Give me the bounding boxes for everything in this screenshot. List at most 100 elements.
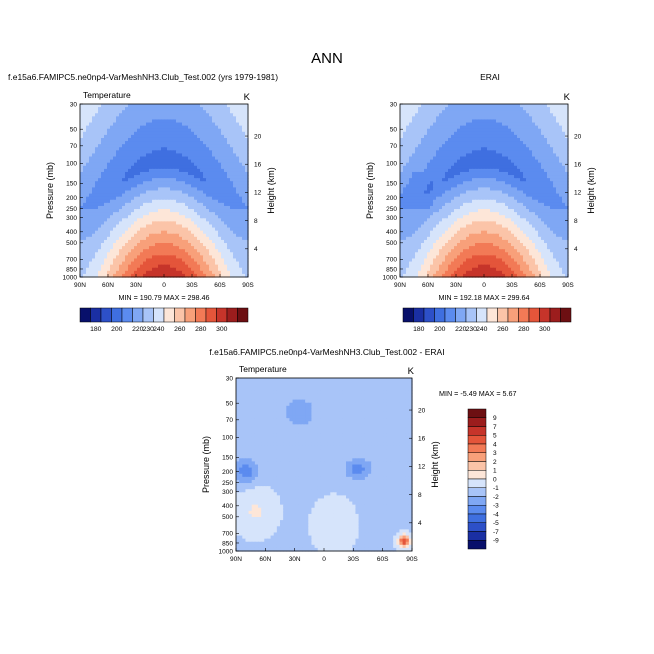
contour-cell — [499, 128, 503, 133]
contour-cell — [493, 147, 497, 151]
contour-cell — [107, 104, 111, 108]
contour-cell — [110, 131, 114, 136]
contour-cell — [400, 187, 404, 192]
contour-cell — [170, 252, 174, 256]
contour-cell — [149, 178, 153, 182]
contour-cell — [218, 162, 222, 167]
contour-cell — [143, 199, 147, 204]
contour-cell — [212, 125, 216, 130]
contour-cell — [188, 107, 192, 111]
contour-cell — [110, 190, 114, 195]
contour-cell — [529, 116, 533, 121]
contour-cell — [550, 147, 554, 151]
contour-cell — [511, 119, 515, 124]
contour-cell — [167, 104, 171, 108]
contour-cell — [152, 273, 156, 278]
contour-cell — [191, 165, 195, 170]
contour-cell — [203, 147, 207, 151]
contour-cell — [403, 193, 407, 198]
contour-cell — [203, 107, 207, 111]
contour-cell — [110, 261, 114, 266]
contour-cell — [95, 116, 99, 121]
contour-cell — [439, 168, 443, 173]
contour-cell — [158, 202, 162, 207]
contour-cell — [451, 196, 455, 201]
contour-cell — [499, 147, 503, 151]
contour-cell — [224, 252, 228, 256]
contour-cell — [553, 150, 557, 155]
contour-cell — [119, 147, 123, 151]
contour-cell — [224, 165, 228, 170]
contour-cell — [227, 181, 231, 185]
contour-cell — [206, 119, 210, 124]
contour-cell — [113, 193, 117, 198]
contour-cell — [233, 104, 237, 108]
contour-cell — [188, 205, 192, 210]
contour-cell — [457, 116, 461, 121]
contour-cell — [505, 150, 509, 155]
contour-cell — [158, 224, 162, 229]
contour-cell — [230, 270, 234, 275]
contour-cell — [125, 255, 129, 260]
contour-cell — [167, 119, 171, 124]
contour-cell — [463, 159, 467, 164]
contour-cell — [523, 175, 527, 179]
contour-cell — [95, 236, 99, 241]
contour-cell — [457, 104, 461, 108]
x-tick-label: 30N — [130, 282, 142, 289]
contour-cell — [119, 215, 123, 219]
contour-cell — [466, 165, 470, 170]
contour-cell — [167, 122, 171, 127]
contour-cell — [200, 267, 204, 272]
contour-cell — [209, 249, 213, 253]
contour-cell — [185, 205, 189, 210]
contour-cell — [403, 181, 407, 185]
contour-cell — [448, 165, 452, 170]
contour-cell — [433, 196, 437, 201]
contour-cell — [182, 221, 186, 226]
contour-cell — [86, 202, 90, 207]
contour-cell — [478, 134, 482, 139]
contour-cell — [478, 141, 482, 145]
contour-cell — [472, 156, 476, 161]
contour-cell — [409, 150, 413, 155]
contour-cell — [131, 230, 135, 235]
contour-cell — [221, 110, 225, 114]
contour-cell — [104, 236, 108, 241]
contour-cell — [167, 110, 171, 114]
contour-cell — [101, 162, 105, 167]
contour-cell — [481, 125, 485, 130]
contour-cell — [487, 107, 491, 111]
contour-cell — [80, 125, 84, 130]
contour-cell — [89, 104, 93, 108]
contour-cell — [490, 178, 494, 182]
contour-cell — [212, 230, 216, 235]
contour-cell — [92, 153, 96, 158]
contour-cell — [535, 165, 539, 170]
contour-cell — [170, 110, 174, 114]
contour-cell — [167, 212, 171, 216]
contour-cell — [122, 230, 126, 235]
contour-cell — [406, 116, 410, 121]
contour-cell — [418, 147, 422, 151]
contour-cell — [520, 165, 524, 170]
contour-cell — [493, 153, 497, 158]
contour-cell — [227, 153, 231, 158]
contour-cell — [242, 255, 246, 260]
contour-cell — [98, 236, 102, 241]
contour-cell — [448, 178, 452, 182]
contour-cell — [427, 134, 431, 139]
contour-cell — [406, 153, 410, 158]
contour-cell — [116, 178, 120, 182]
contour-cell — [508, 199, 512, 204]
contour-cell — [433, 168, 437, 173]
contour-cell — [502, 159, 506, 164]
contour-cell — [113, 131, 117, 136]
contour-cell — [149, 252, 153, 256]
contour-cell — [547, 153, 551, 158]
contour-cell — [101, 141, 105, 145]
contour-cell — [454, 181, 458, 185]
contour-cell — [427, 116, 431, 121]
contour-cell — [424, 137, 428, 142]
contour-cell — [170, 224, 174, 229]
